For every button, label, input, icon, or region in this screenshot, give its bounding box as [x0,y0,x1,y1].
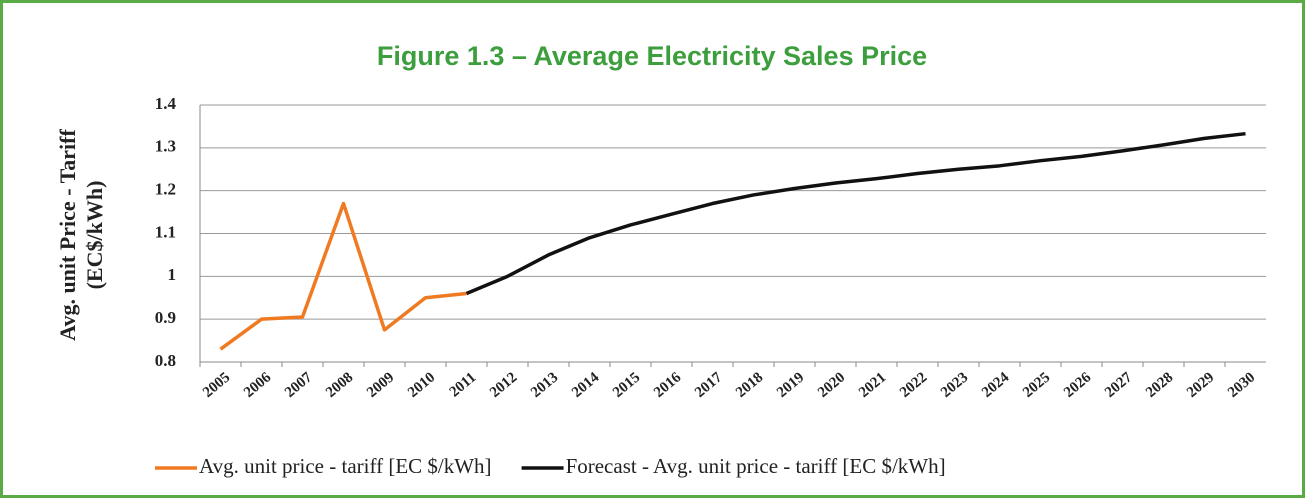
chart-title: Figure 1.3 – Average Electricity Sales P… [377,41,927,71]
y-label-line: Avg. unit Price - Tariff [55,129,80,341]
series-line [465,131,1246,296]
series-line [219,201,467,351]
y-tick-label: 0.9 [155,308,176,327]
y-tick-label: 1.1 [155,222,176,241]
legend-label: Forecast - Avg. unit price - tariff [EC … [566,454,946,478]
y-tick-label: 0.8 [155,351,176,370]
legend-label: Avg. unit price - tariff [EC $/kWh] [199,454,492,478]
y-tick-label: 1 [168,265,177,284]
y-tick-label: 1.4 [155,94,177,113]
y-axis-label: Avg. unit Price - Tariff (EC$/kWh) [55,129,107,341]
y-tick-label: 1.2 [155,180,176,199]
y-tick-label: 1.3 [155,137,176,156]
y-label-line: (EC$/kWh) [82,181,107,290]
